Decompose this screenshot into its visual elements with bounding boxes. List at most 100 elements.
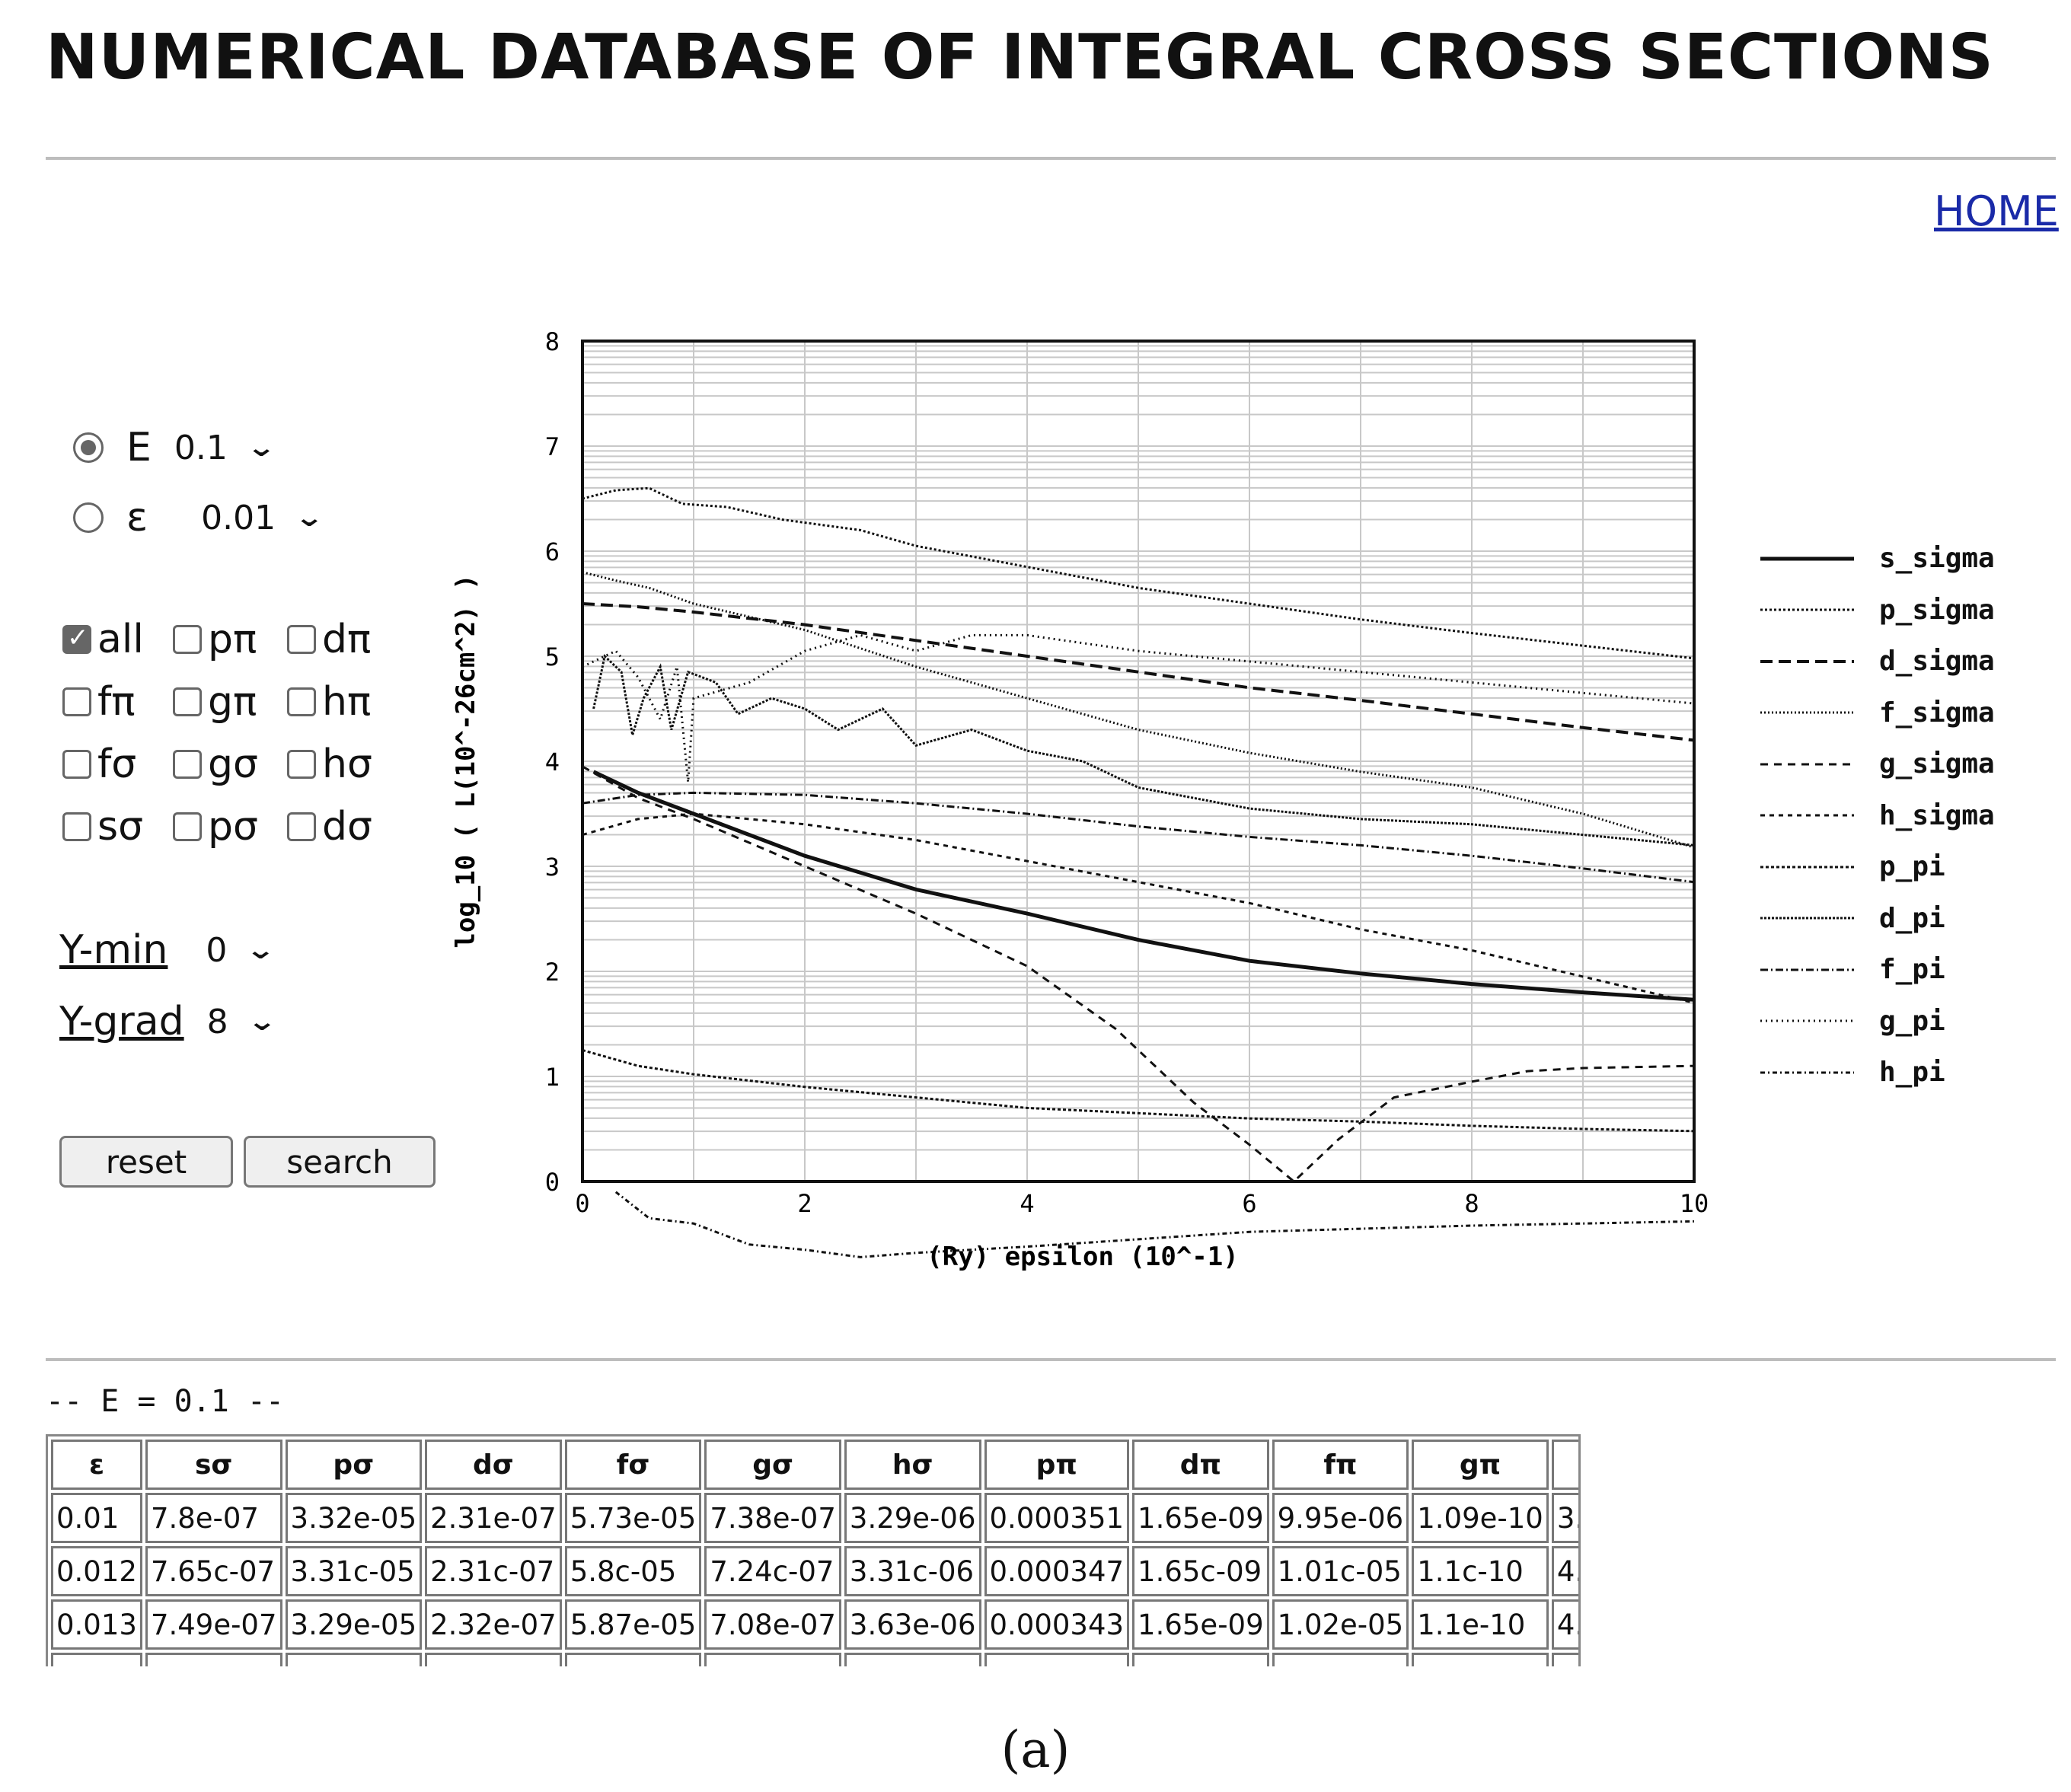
table-cell [704, 1653, 841, 1666]
checkbox-option[interactable]: pσ [173, 804, 287, 850]
legend-item: h_sigma [1759, 790, 1995, 842]
series-line-g-sigma [582, 765, 1695, 1184]
table-cell [1412, 1653, 1549, 1666]
energy-option[interactable]: E 0.1 ⌄ [73, 425, 276, 470]
chevron-down-icon: ⌄ [294, 502, 325, 533]
legend-item: p_pi [1759, 841, 1995, 893]
checkbox[interactable] [287, 812, 316, 841]
chevron-down-icon: ⌄ [245, 935, 276, 965]
figure-caption: (a) [1000, 1720, 1071, 1779]
ygrad-label[interactable]: Y-grad [59, 999, 184, 1044]
table-cell [984, 1653, 1130, 1666]
plot-frame [581, 340, 1696, 1183]
orbital-checkbox-grid: all pπ dπ fπ gπ hπ fσ gσ hσ sσ pσ dσ [62, 617, 428, 850]
table-cell: 3.31c-05 [285, 1546, 423, 1596]
checkbox[interactable] [62, 623, 91, 654]
table-row: 0.012 7.65c-07 3.31c-05 2.31c-07 5.8c-05 7.24… [51, 1546, 1578, 1596]
legend-swatch [1760, 1019, 1854, 1022]
y-tick-label: 2 [545, 958, 560, 987]
epsilon-select[interactable]: 0.01 ⌄ [201, 498, 324, 537]
checkbox-option[interactable]: fπ [62, 679, 173, 725]
checkbox-option[interactable]: pπ [173, 617, 287, 662]
checkbox[interactable] [287, 687, 316, 716]
table-cell: 1.65c-09 [1132, 1546, 1269, 1596]
column-header: dπ [1132, 1440, 1269, 1490]
checkbox[interactable] [62, 812, 91, 841]
checkbox[interactable] [173, 687, 202, 716]
x-axis-label: (Ry) epsilon (10^-1) [927, 1242, 1238, 1272]
ygrad-select[interactable]: 8 ⌄ [207, 1003, 277, 1041]
column-header: pσ [285, 1440, 423, 1490]
table-cell: 3.32e-05 [285, 1493, 423, 1543]
checkbox-option[interactable]: all [62, 617, 173, 662]
checkbox-option[interactable]: fσ [62, 741, 173, 787]
table-cell: 0.000351 [984, 1493, 1130, 1543]
checkbox-option[interactable]: dσ [287, 804, 401, 850]
y-tick-label: 6 [545, 537, 560, 566]
ymin-select[interactable]: 0 ⌄ [206, 930, 276, 970]
table-cell: 0.013 [51, 1599, 142, 1650]
checkbox-option[interactable]: gσ [173, 741, 287, 787]
table-cell [51, 1653, 142, 1666]
epsilon-radio[interactable] [73, 502, 104, 533]
checkbox-option[interactable]: hπ [287, 679, 401, 725]
y-tick-label: 5 [545, 643, 560, 671]
legend-swatch [1760, 917, 1854, 920]
home-link[interactable]: HOME [1934, 187, 2059, 235]
table-cell [844, 1653, 981, 1666]
search-button[interactable]: search [244, 1136, 436, 1188]
mid-divider [46, 1358, 2056, 1361]
y-tick-label: 3 [545, 853, 560, 882]
legend-item: f_pi [1759, 944, 1995, 996]
energy-radio[interactable] [73, 432, 104, 463]
table-cell: 7.49e-07 [145, 1599, 282, 1650]
legend-label: g_sigma [1879, 748, 1995, 780]
checkbox[interactable] [173, 625, 202, 654]
checkbox-option[interactable]: dπ [287, 617, 401, 662]
ymin-label[interactable]: Y-min [59, 927, 168, 973]
epsilon-select-value: 0.01 [201, 498, 276, 537]
legend-label: p_pi [1879, 851, 1945, 883]
checkbox-label: hπ [322, 679, 372, 725]
legend-swatch [1760, 608, 1854, 611]
energy-select[interactable]: 0.1 ⌄ [174, 428, 276, 467]
legend-label: s_sigma [1879, 543, 1995, 575]
checkbox-option[interactable]: gπ [173, 679, 287, 725]
table-cell: 5.87e-05 [564, 1599, 702, 1650]
ymin-select-value: 0 [206, 930, 228, 970]
table-cell: 1.1e-10 [1412, 1599, 1549, 1650]
y-axis-label: log_10 ( L(10^-26cm^2) ) [451, 574, 481, 948]
epsilon-option[interactable]: ε 0.01 ⌄ [73, 495, 324, 540]
legend-item: p_sigma [1759, 585, 1995, 636]
page-title: NUMERICAL DATABASE OF INTEGRAL CROSS SEC… [46, 21, 1994, 94]
table-cell: 3.29e-06 [844, 1493, 981, 1543]
table-header-row: εsσpσdσfσgσhσpπdπfπgπhπ [51, 1440, 1578, 1490]
table-cell: 0.000343 [984, 1599, 1130, 1650]
reset-button[interactable]: reset [59, 1136, 233, 1188]
checkbox[interactable] [287, 750, 316, 779]
table-cell: 7.08e-07 [704, 1599, 841, 1650]
x-tick-label: 0 [575, 1189, 589, 1218]
energy-select-value: 0.1 [174, 428, 228, 467]
column-header: gσ [704, 1440, 841, 1490]
checkbox-label: gπ [208, 679, 257, 725]
x-tick-label: 10 [1680, 1189, 1709, 1218]
checkbox[interactable] [62, 750, 91, 779]
checkbox-option[interactable]: sσ [62, 804, 173, 850]
table-cell [1272, 1653, 1409, 1666]
checkbox-label: dσ [322, 804, 372, 850]
column-header: hπ [1551, 1440, 1578, 1490]
table-cell: 1.01c-05 [1272, 1546, 1409, 1596]
series-line-f-sigma [582, 571, 1695, 849]
checkbox[interactable] [287, 625, 316, 654]
legend-item: g_sigma [1759, 738, 1995, 790]
table-cell: 7.65c-07 [145, 1546, 282, 1596]
column-header: gπ [1412, 1440, 1549, 1490]
checkbox[interactable] [173, 812, 202, 841]
chevron-down-icon: ⌄ [246, 1006, 277, 1037]
y-tick-label: 0 [545, 1168, 560, 1197]
checkbox[interactable] [62, 687, 91, 716]
checkbox[interactable] [173, 750, 202, 779]
checkbox-option[interactable]: hσ [287, 741, 401, 787]
legend-swatch [1760, 1071, 1854, 1074]
